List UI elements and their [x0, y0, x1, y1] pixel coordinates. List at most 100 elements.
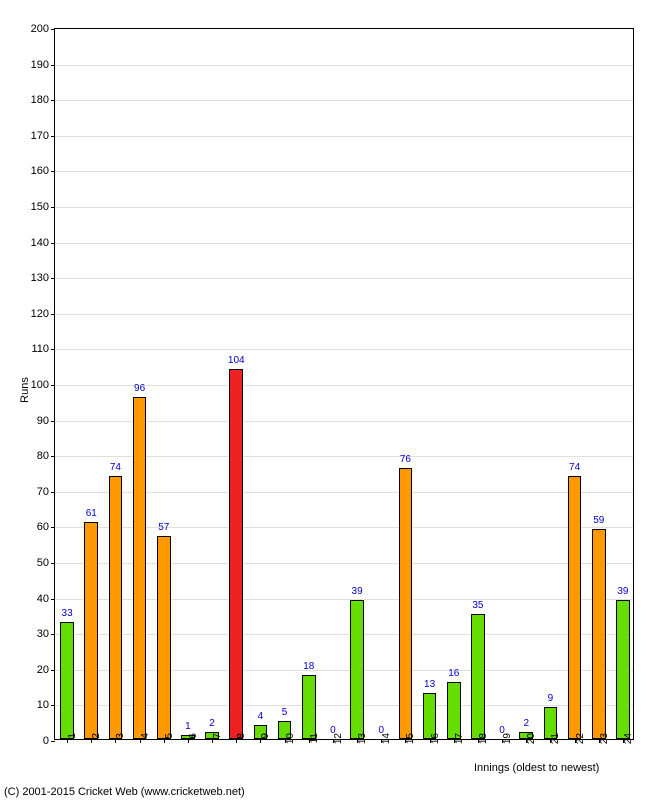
- bar-value-label: 104: [228, 355, 245, 366]
- bar: [157, 536, 171, 739]
- gridline: [55, 314, 633, 315]
- bar: [109, 476, 123, 739]
- gridline: [55, 65, 633, 66]
- bar-value-label: 2: [523, 718, 529, 729]
- x-tick-label: 13: [357, 733, 368, 753]
- bar: [616, 600, 630, 739]
- y-tick-label: 40: [37, 593, 49, 605]
- y-axis-label: Runs: [19, 377, 31, 403]
- gridline: [55, 278, 633, 279]
- y-tick-mark: [51, 278, 55, 279]
- x-tick-label: 2: [91, 733, 102, 753]
- y-tick-label: 200: [31, 23, 49, 35]
- x-tick-label: 18: [478, 733, 489, 753]
- y-tick-label: 20: [37, 664, 49, 676]
- y-tick-label: 70: [37, 486, 49, 498]
- bar-value-label: 74: [569, 462, 580, 473]
- bar-value-label: 76: [400, 454, 411, 465]
- y-tick-mark: [51, 670, 55, 671]
- bar-value-label: 74: [110, 462, 121, 473]
- y-tick-mark: [51, 563, 55, 564]
- bar-value-label: 96: [134, 383, 145, 394]
- bar-value-label: 4: [258, 711, 264, 722]
- y-tick-mark: [51, 349, 55, 350]
- x-tick-label: 10: [285, 733, 296, 753]
- y-tick-label: 120: [31, 308, 49, 320]
- bar-value-label: 57: [158, 522, 169, 533]
- x-tick-label: 14: [381, 733, 392, 753]
- bar-value-label: 18: [303, 661, 314, 672]
- bar-value-label: 9: [548, 693, 554, 704]
- x-tick-label: 4: [140, 733, 151, 753]
- bar: [568, 476, 582, 739]
- y-tick-label: 80: [37, 450, 49, 462]
- y-tick-label: 30: [37, 628, 49, 640]
- bar-value-label: 2: [209, 718, 215, 729]
- gridline: [55, 171, 633, 172]
- y-tick-label: 110: [31, 343, 49, 355]
- x-tick-label: 8: [236, 733, 247, 753]
- x-tick-label: 9: [260, 733, 271, 753]
- bar-value-label: 5: [282, 707, 288, 718]
- bar-value-label: 35: [472, 600, 483, 611]
- x-axis-label: Innings (oldest to newest): [474, 762, 599, 774]
- y-tick-mark: [51, 741, 55, 742]
- bar: [592, 529, 606, 739]
- bar-value-label: 39: [617, 586, 628, 597]
- x-tick-label: 15: [405, 733, 416, 753]
- y-tick-mark: [51, 65, 55, 66]
- x-tick-label: 16: [430, 733, 441, 753]
- x-tick-label: 24: [623, 733, 634, 753]
- y-tick-mark: [51, 207, 55, 208]
- gridline: [55, 349, 633, 350]
- bar: [471, 614, 485, 739]
- y-tick-label: 150: [31, 201, 49, 213]
- bar-value-label: 1: [185, 721, 191, 732]
- chart-container: 0102030405060708090100110120130140150160…: [0, 0, 650, 800]
- gridline: [55, 136, 633, 137]
- gridline: [55, 243, 633, 244]
- y-tick-mark: [51, 456, 55, 457]
- bar: [229, 369, 243, 739]
- y-tick-mark: [51, 527, 55, 528]
- y-tick-mark: [51, 705, 55, 706]
- gridline: [55, 207, 633, 208]
- x-tick-label: 6: [188, 733, 199, 753]
- y-tick-mark: [51, 136, 55, 137]
- y-tick-mark: [51, 421, 55, 422]
- bar-value-label: 39: [352, 586, 363, 597]
- bar-value-label: 13: [424, 679, 435, 690]
- y-tick-label: 90: [37, 415, 49, 427]
- y-tick-label: 180: [31, 94, 49, 106]
- x-tick-label: 22: [575, 733, 586, 753]
- y-tick-mark: [51, 243, 55, 244]
- bar: [447, 682, 461, 739]
- x-tick-label: 11: [309, 733, 320, 753]
- x-tick-label: 20: [526, 733, 537, 753]
- bar-value-label: 61: [86, 508, 97, 519]
- bar: [350, 600, 364, 739]
- y-tick-label: 170: [31, 130, 49, 142]
- y-tick-label: 0: [43, 735, 49, 747]
- y-tick-mark: [51, 634, 55, 635]
- y-tick-mark: [51, 492, 55, 493]
- x-tick-label: 21: [550, 733, 561, 753]
- gridline: [55, 100, 633, 101]
- bar: [133, 397, 147, 739]
- bar-value-label: 16: [448, 668, 459, 679]
- copyright-text: (C) 2001-2015 Cricket Web (www.cricketwe…: [4, 786, 245, 798]
- bar: [399, 468, 413, 739]
- bar-value-label: 59: [593, 515, 604, 526]
- bar: [302, 675, 316, 739]
- y-tick-label: 130: [31, 272, 49, 284]
- y-tick-mark: [51, 29, 55, 30]
- y-tick-label: 10: [37, 699, 49, 711]
- y-tick-label: 50: [37, 557, 49, 569]
- x-tick-label: 5: [164, 733, 175, 753]
- bar: [84, 522, 98, 739]
- x-tick-label: 19: [502, 733, 513, 753]
- y-tick-mark: [51, 599, 55, 600]
- x-tick-label: 1: [67, 733, 78, 753]
- x-tick-label: 7: [212, 733, 223, 753]
- y-tick-label: 190: [31, 59, 49, 71]
